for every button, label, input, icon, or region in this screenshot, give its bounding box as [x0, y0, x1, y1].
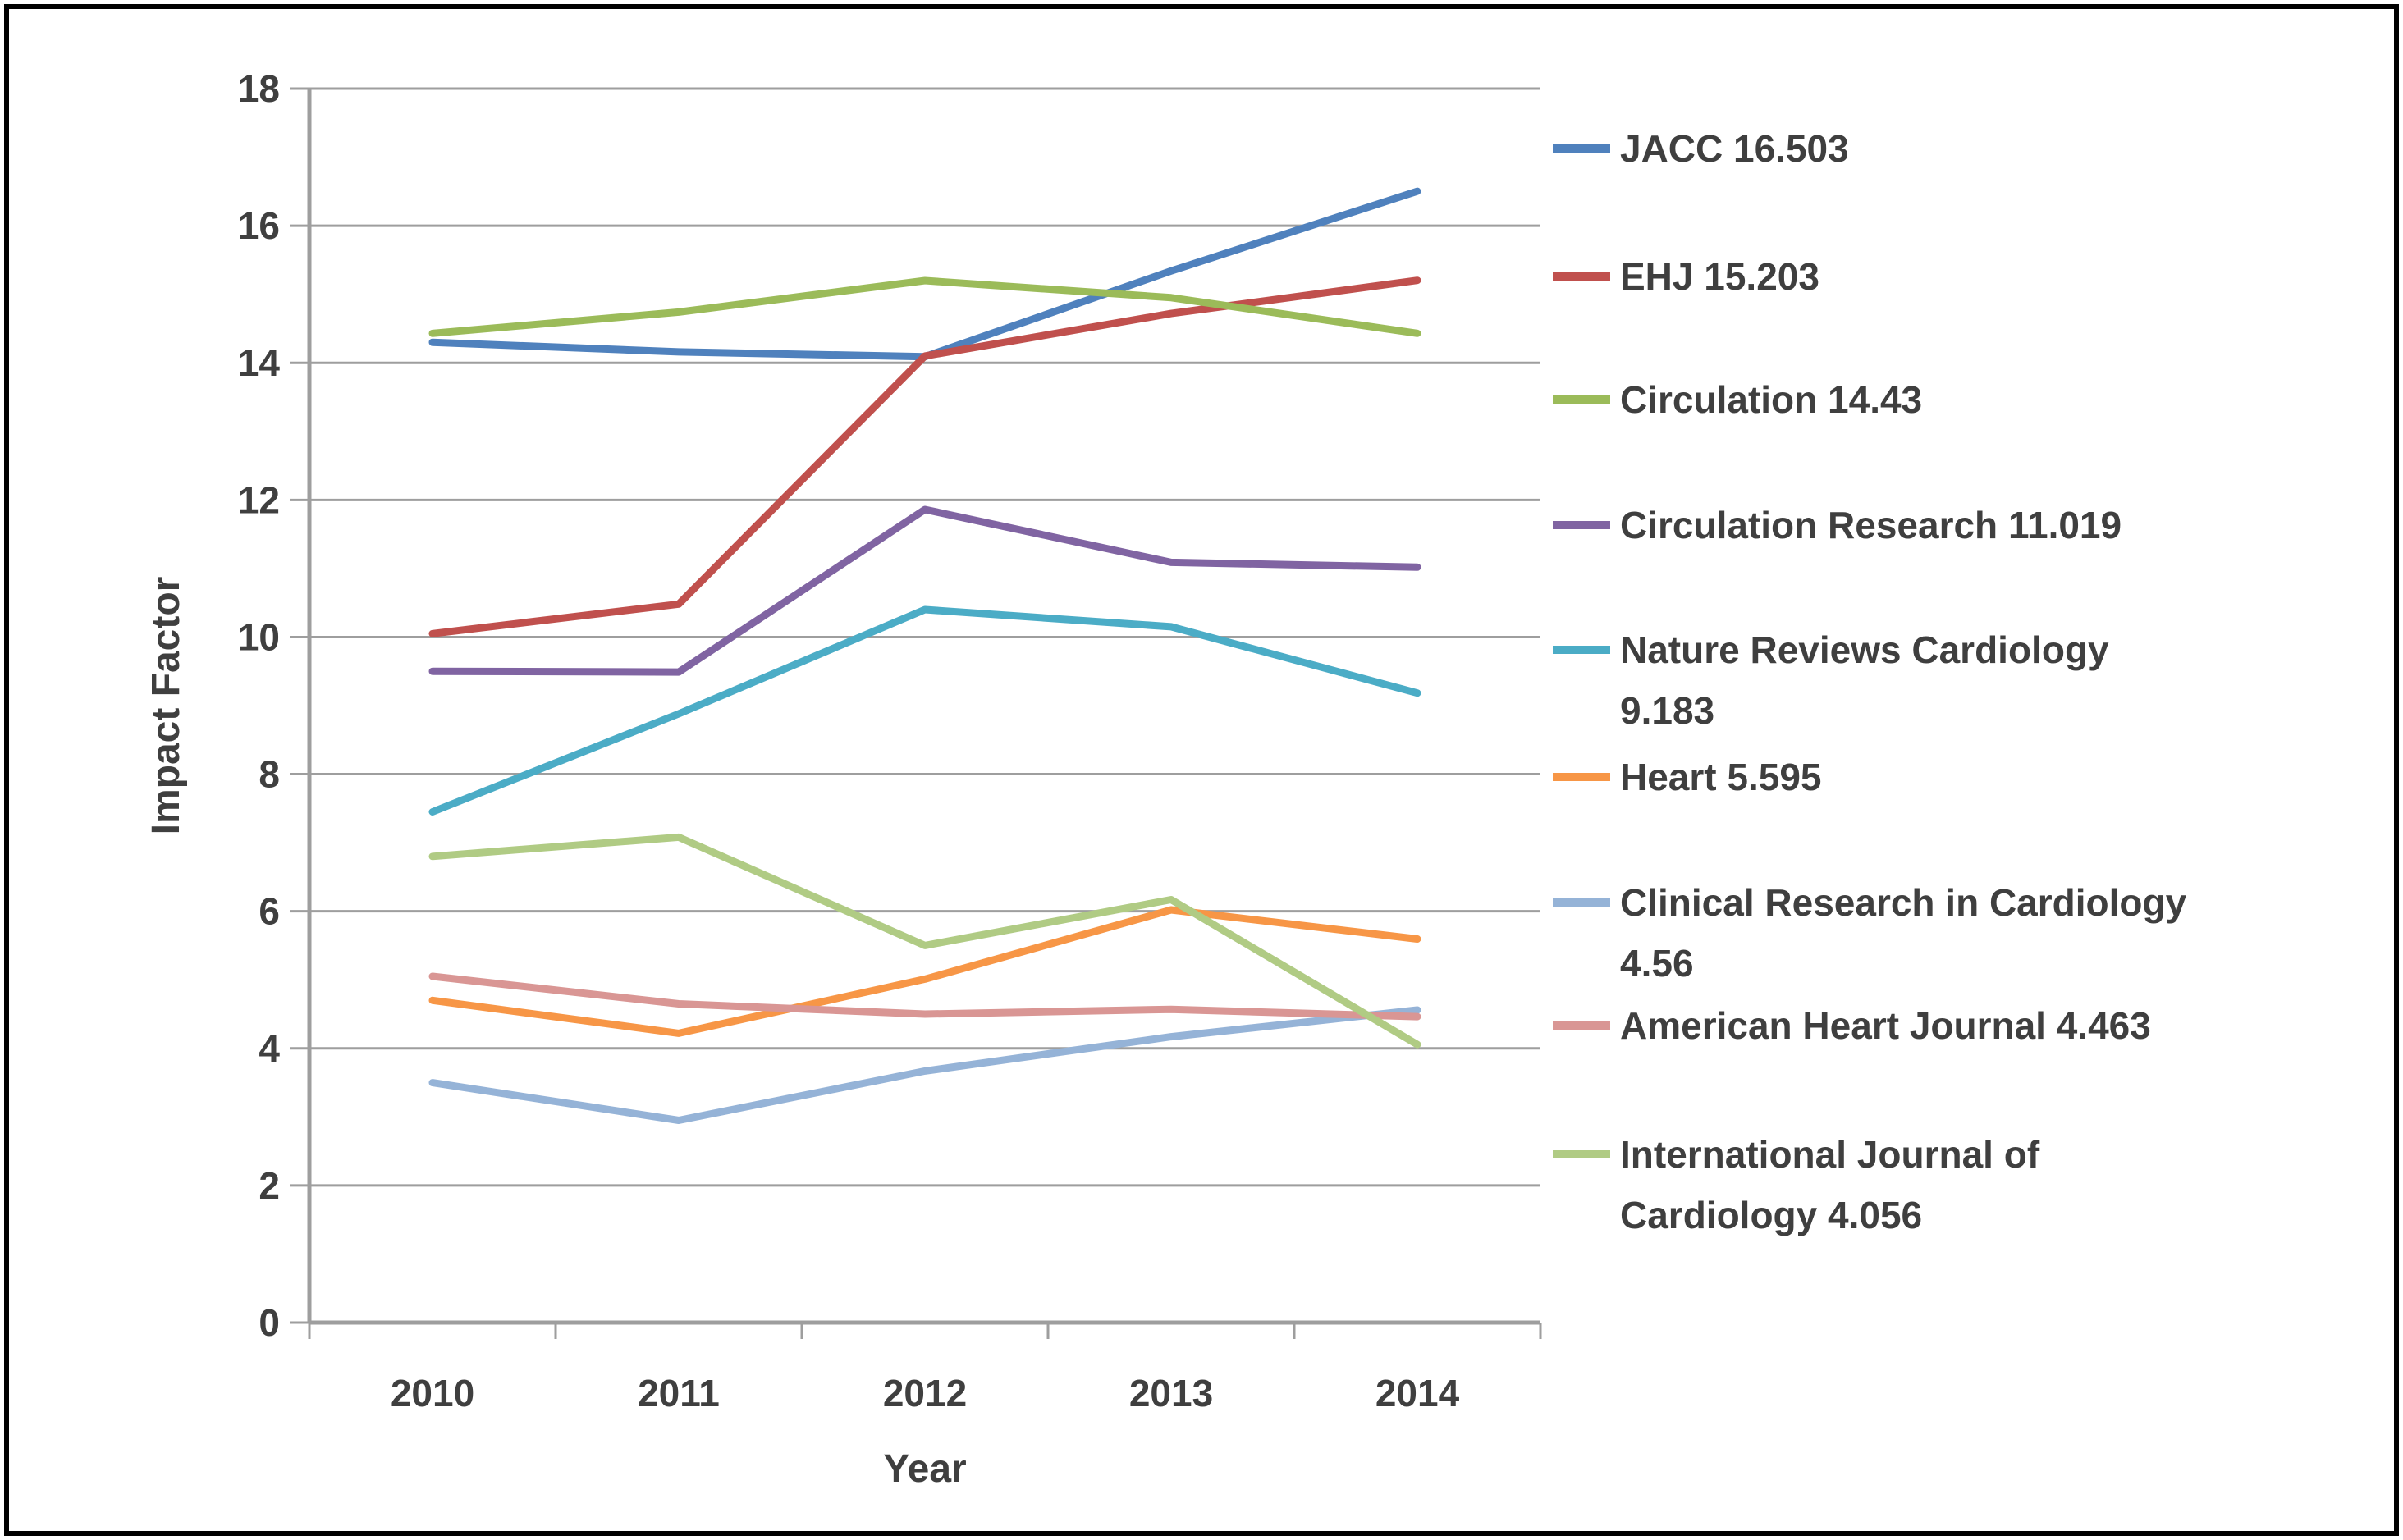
legend-label: Cardiology 4.056 [1620, 1194, 1922, 1236]
x-tick-label: 2010 [391, 1372, 474, 1414]
axes [307, 89, 1540, 1325]
legend-item: International Journal of Cardiology 4.056 [1553, 1133, 2040, 1236]
legend-item: JACC 16.503 [1553, 127, 1849, 170]
y-tick-label: 6 [259, 890, 280, 933]
x-tick-label: 2014 [1375, 1372, 1460, 1414]
x-tick-label: 2013 [1129, 1372, 1213, 1414]
series-line-circulation-research [428, 505, 1421, 676]
series-line-american-heart-journal [428, 972, 1421, 1021]
legend-label: Nature Reviews Cardiology [1620, 628, 2109, 671]
y-tick-label: 8 [259, 753, 280, 796]
y-tick-label: 4 [259, 1027, 280, 1070]
x-tick-label: 2011 [638, 1372, 720, 1414]
series-lines [428, 187, 1421, 1124]
figure-border [4, 4, 2399, 1536]
legend-label: Circulation 14.43 [1620, 378, 1922, 421]
y-tick-label: 0 [259, 1301, 280, 1344]
series-line-nature-reviews-cardiology [428, 605, 1421, 816]
legend-label: 9.183 [1620, 689, 1714, 732]
x-axis-tick-labels: 2010 2011 2012 2013 2014 [391, 1372, 1460, 1414]
series-line-circulation [428, 276, 1421, 337]
y-axis-tick-labels: 0 2 4 6 8 10 12 14 16 18 [238, 67, 281, 1344]
legend-label: Clinical Research in Cardiology [1620, 881, 2187, 924]
x-axis-title: Year [883, 1447, 966, 1491]
series-line-heart [428, 906, 1421, 1037]
y-tick-label: 12 [238, 478, 280, 521]
x-tick-label: 2012 [883, 1372, 967, 1414]
gridlines [309, 87, 1540, 1187]
legend-label: Circulation Research 11.019 [1620, 504, 2122, 546]
legend-item: EHJ 15.203 [1553, 255, 1819, 298]
axis-ticks [290, 87, 1542, 1339]
series-line-clinical-research-in-cardiology [428, 1006, 1421, 1124]
y-tick-label: 18 [238, 67, 280, 110]
y-tick-label: 14 [238, 341, 281, 384]
legend-label: EHJ 15.203 [1620, 255, 1819, 298]
legend-label: 4.56 [1620, 942, 1694, 985]
legend-item: Clinical Research in Cardiology 4.56 [1553, 881, 2187, 985]
series-line-ehj [428, 276, 1421, 637]
legend-item: Circulation Research 11.019 [1553, 504, 2122, 546]
y-axis-title: Impact Factor [144, 577, 188, 835]
y-tick-label: 2 [259, 1164, 280, 1207]
legend-label: Heart 5.595 [1620, 756, 1822, 798]
legend-item: Nature Reviews Cardiology 9.183 [1553, 628, 2109, 732]
legend-item: American Heart Journal 4.463 [1553, 1004, 2151, 1047]
legend-item: Circulation 14.43 [1553, 378, 1922, 421]
legend-item: Heart 5.595 [1553, 756, 1822, 798]
legend-label: JACC 16.503 [1620, 127, 1849, 170]
legend-label: International Journal of [1620, 1133, 2040, 1176]
legend-label: American Heart Journal 4.463 [1620, 1004, 2151, 1047]
y-tick-label: 10 [238, 615, 280, 658]
legend: JACC 16.503 EHJ 15.203 Circulation 14.43 Ci… [1553, 127, 2187, 1236]
series-line-international-journal-of-cardiology [428, 833, 1421, 1049]
y-tick-label: 16 [238, 204, 280, 247]
